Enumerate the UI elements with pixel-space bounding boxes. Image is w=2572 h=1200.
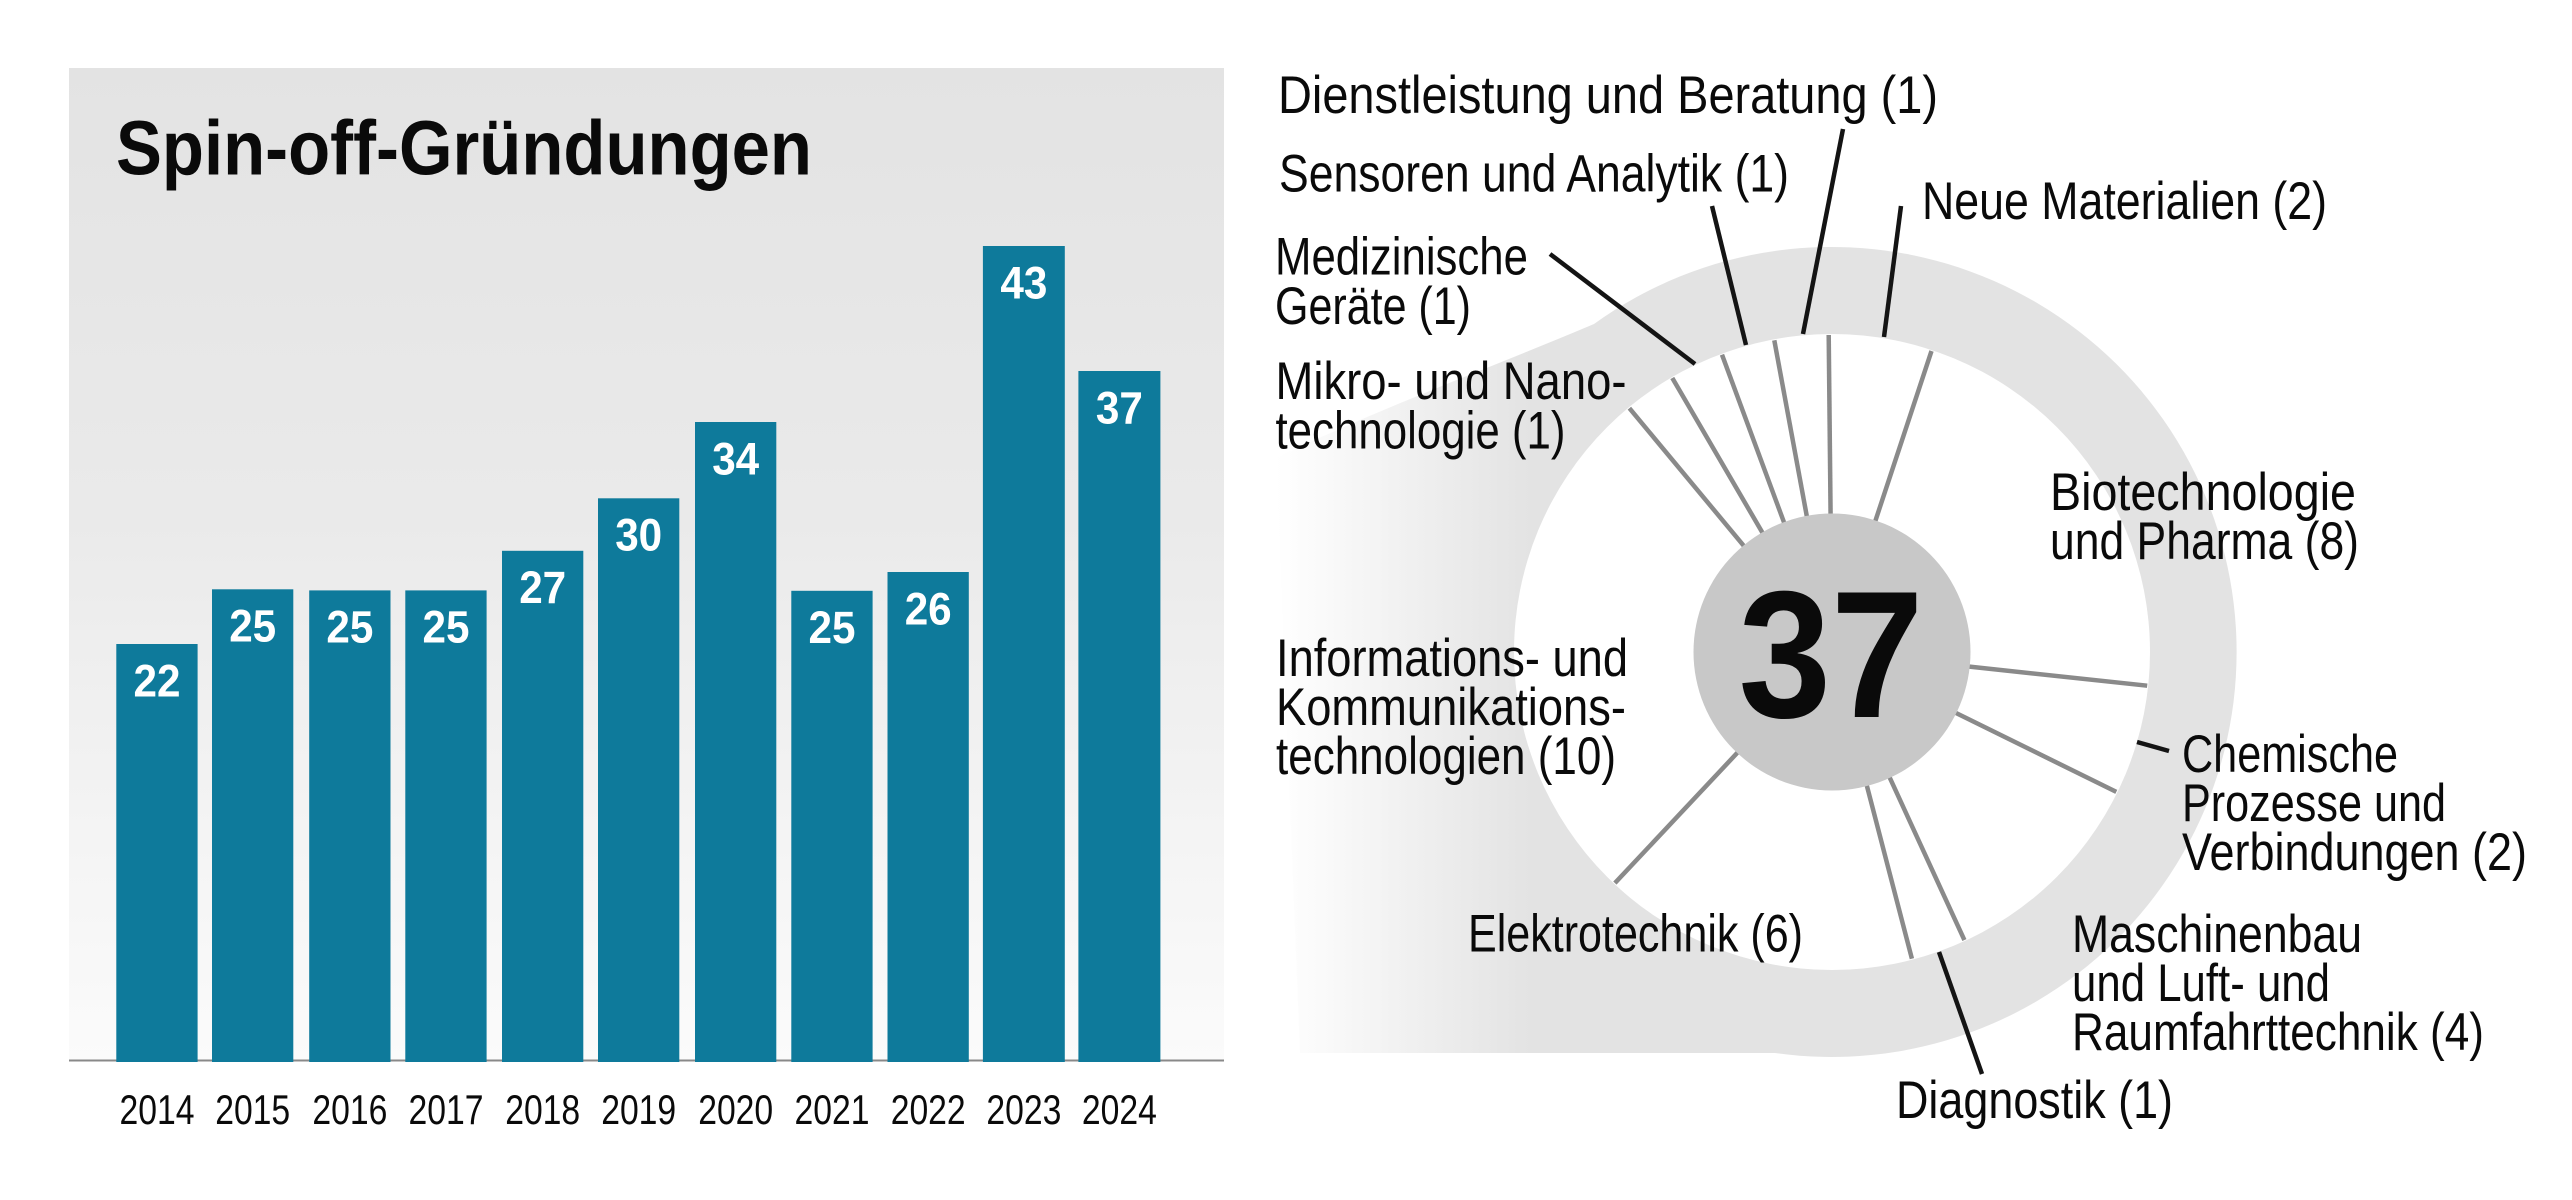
svg-text:technologie (1): technologie (1) [1276,402,1566,461]
svg-text:2021: 2021 [795,1086,870,1133]
svg-text:34: 34 [712,433,760,484]
svg-text:2024: 2024 [1082,1086,1157,1133]
svg-text:Maschinenbau: Maschinenbau [2072,905,2362,964]
svg-text:Medizinische: Medizinische [1275,228,1528,287]
svg-text:Sensoren und Analytik (1): Sensoren und Analytik (1) [1279,145,1789,204]
svg-text:25: 25 [809,602,856,653]
svg-text:2017: 2017 [409,1086,484,1133]
svg-text:Informations- und: Informations- und [1276,629,1628,688]
svg-text:technologien (10): technologien (10) [1276,727,1616,786]
svg-text:25: 25 [229,601,276,652]
svg-text:2014: 2014 [120,1086,195,1133]
svg-text:37: 37 [1096,382,1143,433]
svg-text:Mikro- und Nano-: Mikro- und Nano- [1276,352,1627,411]
svg-text:2016: 2016 [312,1086,387,1133]
svg-text:2020: 2020 [698,1086,773,1133]
svg-text:30: 30 [615,510,662,561]
svg-text:Chemische: Chemische [2182,725,2398,784]
svg-text:Diagnostik (1): Diagnostik (1) [1896,1071,2173,1130]
svg-text:26: 26 [905,583,952,634]
svg-text:22: 22 [134,655,181,706]
svg-text:25: 25 [326,602,373,653]
svg-text:Neue Materialien (2): Neue Materialien (2) [1922,172,2327,231]
svg-text:Biotechnologie: Biotechnologie [2050,463,2356,522]
svg-text:2015: 2015 [215,1086,290,1133]
svg-text:Dienstleistung und Beratung (1: Dienstleistung und Beratung (1) [1278,66,1938,125]
svg-text:Kommunikations-: Kommunikations- [1276,678,1626,737]
svg-text:25: 25 [423,602,470,653]
svg-text:Prozesse und: Prozesse und [2182,774,2446,833]
svg-text:27: 27 [519,562,566,613]
svg-text:und Luft- und: und Luft- und [2072,954,2330,1013]
svg-text:Raumfahrttechnik (4): Raumfahrttechnik (4) [2072,1003,2484,1062]
svg-text:und Pharma (8): und Pharma (8) [2050,512,2359,571]
svg-text:2018: 2018 [505,1086,580,1133]
svg-text:Spin-off-Gründungen: Spin-off-Gründungen [116,106,812,192]
svg-text:2019: 2019 [601,1086,676,1133]
svg-text:Elektrotechnik (6): Elektrotechnik (6) [1468,905,1803,964]
svg-text:2022: 2022 [891,1086,966,1133]
svg-text:2023: 2023 [986,1086,1061,1133]
svg-text:43: 43 [1000,257,1047,308]
svg-text:37: 37 [1739,554,1924,756]
svg-text:Geräte (1): Geräte (1) [1275,277,1471,336]
svg-text:Verbindungen (2): Verbindungen (2) [2182,823,2527,882]
